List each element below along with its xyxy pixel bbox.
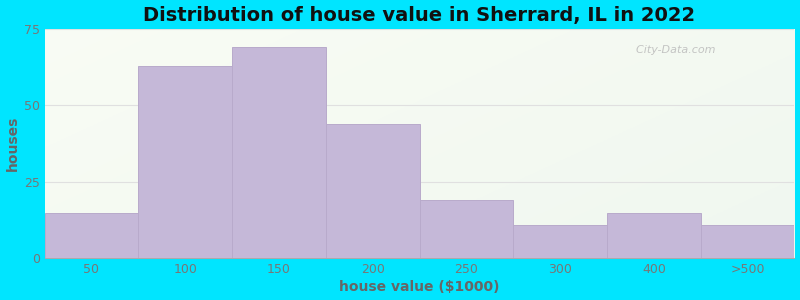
Bar <box>138 66 232 258</box>
Bar <box>514 225 607 258</box>
Bar <box>701 225 794 258</box>
Y-axis label: houses: houses <box>6 116 19 171</box>
Bar <box>45 212 138 258</box>
Bar <box>232 47 326 258</box>
X-axis label: house value ($1000): house value ($1000) <box>339 280 500 294</box>
Bar <box>607 212 701 258</box>
Bar <box>326 124 419 258</box>
Text: City-Data.com: City-Data.com <box>630 45 716 55</box>
Bar <box>419 200 514 258</box>
Title: Distribution of house value in Sherrard, IL in 2022: Distribution of house value in Sherrard,… <box>143 6 695 25</box>
